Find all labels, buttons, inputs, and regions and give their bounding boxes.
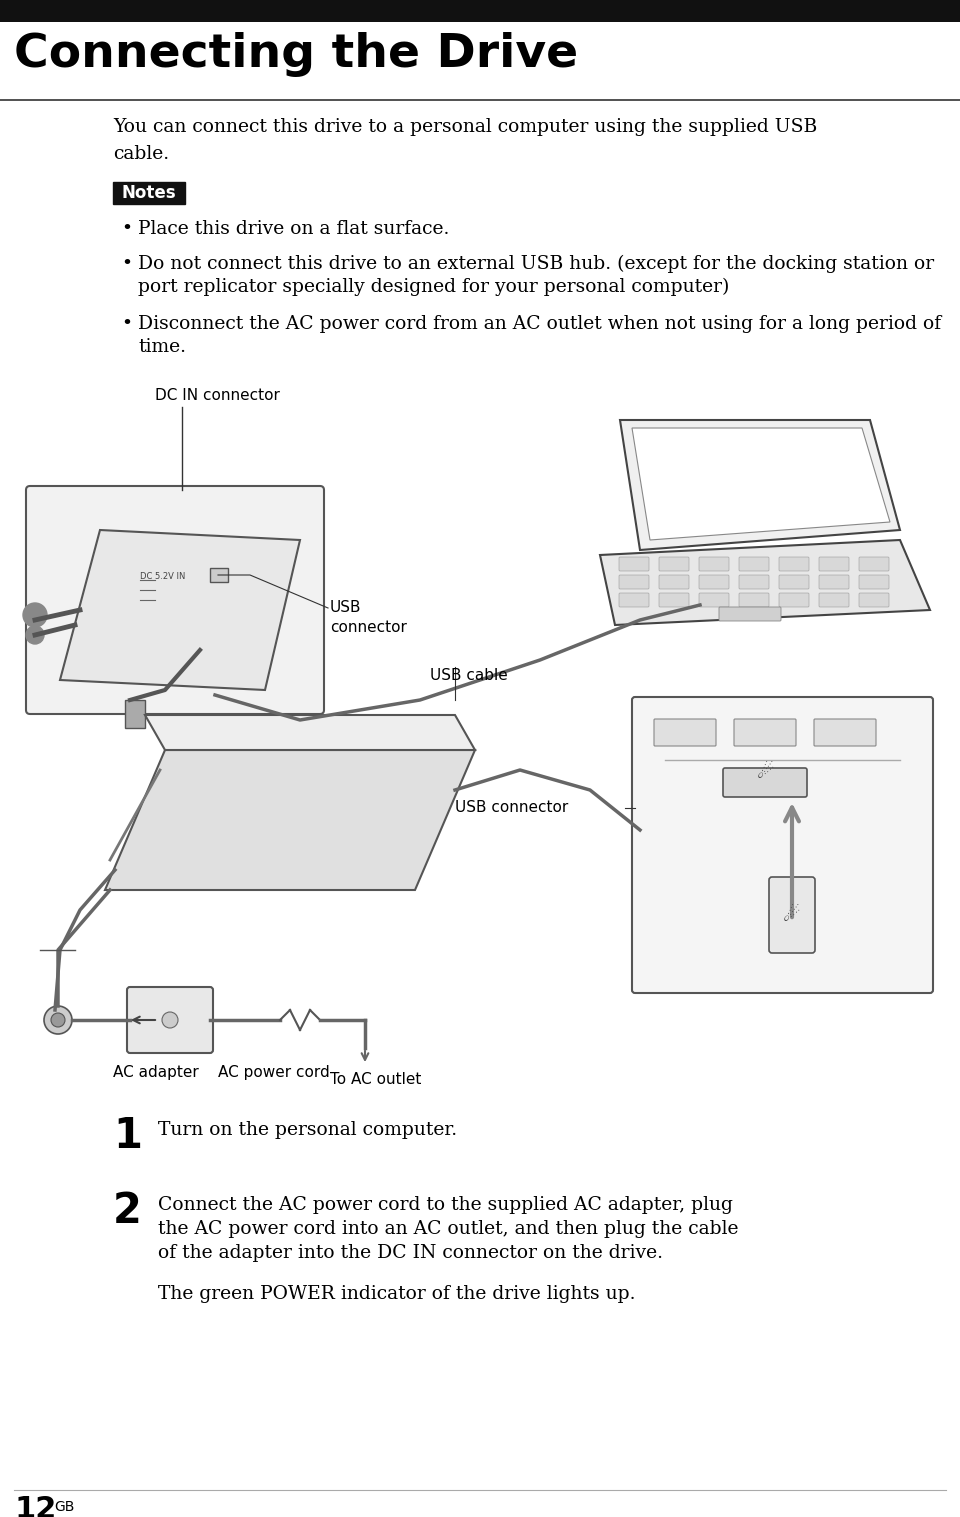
Bar [210,567,228,583]
Text: Place this drive on a flat surface.: Place this drive on a flat surface. [138,220,449,238]
Text: Turn on the personal computer.: Turn on the personal computer. [158,1121,457,1139]
FancyBboxPatch shape [739,593,769,607]
FancyBboxPatch shape [699,575,729,589]
FancyBboxPatch shape [734,719,796,746]
FancyBboxPatch shape [814,719,876,746]
Text: DC 5.2V IN: DC 5.2V IN [140,572,185,581]
FancyBboxPatch shape [723,768,807,796]
Text: ☄: ☄ [783,906,801,924]
Text: •: • [121,220,132,238]
Circle shape [26,627,44,645]
Text: USB connector: USB connector [455,799,568,815]
Bar [125,699,145,728]
Text: To AC outlet: To AC outlet [330,1073,421,1088]
Polygon shape [620,420,900,551]
Text: Connect the AC power cord to the supplied AC adapter, plug: Connect the AC power cord to the supplie… [158,1195,732,1214]
FancyBboxPatch shape [769,877,815,953]
Text: Notes: Notes [122,184,177,202]
FancyBboxPatch shape [859,575,889,589]
FancyBboxPatch shape [619,593,649,607]
FancyBboxPatch shape [659,593,689,607]
FancyBboxPatch shape [779,557,809,570]
Bar [0,0,960,23]
Text: GB: GB [54,1500,74,1514]
FancyBboxPatch shape [739,557,769,570]
Text: Do not connect this drive to an external USB hub. (except for the docking statio: Do not connect this drive to an external… [138,255,934,273]
FancyBboxPatch shape [619,557,649,570]
Text: Disconnect the AC power cord from an AC outlet when not using for a long period : Disconnect the AC power cord from an AC … [138,316,941,334]
FancyBboxPatch shape [632,696,933,994]
FancyBboxPatch shape [127,988,213,1053]
FancyBboxPatch shape [619,575,649,589]
Text: USB
connector: USB connector [330,601,407,634]
Text: ☄: ☄ [756,763,774,781]
FancyBboxPatch shape [819,557,849,570]
FancyBboxPatch shape [699,557,729,570]
Text: •: • [121,316,132,334]
Text: port replicator specially designed for your personal computer): port replicator specially designed for y… [138,278,730,296]
FancyBboxPatch shape [26,485,324,715]
FancyBboxPatch shape [819,593,849,607]
Text: AC adapter: AC adapter [113,1065,199,1080]
Bar [113,182,185,203]
Text: of the adapter into the DC IN connector on the drive.: of the adapter into the DC IN connector … [158,1244,663,1262]
FancyBboxPatch shape [699,593,729,607]
Text: •: • [121,255,132,273]
Polygon shape [632,428,890,540]
Polygon shape [600,540,930,625]
FancyBboxPatch shape [719,607,781,620]
FancyBboxPatch shape [779,593,809,607]
FancyBboxPatch shape [859,593,889,607]
FancyBboxPatch shape [779,575,809,589]
Polygon shape [60,529,300,690]
FancyBboxPatch shape [819,575,849,589]
FancyBboxPatch shape [739,575,769,589]
Text: 2: 2 [113,1189,142,1232]
Circle shape [23,602,47,627]
Text: DC IN connector: DC IN connector [155,388,280,404]
Circle shape [162,1012,178,1029]
Text: You can connect this drive to a personal computer using the supplied USB: You can connect this drive to a personal… [113,118,817,137]
Text: time.: time. [138,338,186,356]
Text: the AC power cord into an AC outlet, and then plug the cable: the AC power cord into an AC outlet, and… [158,1220,738,1238]
Text: 1: 1 [113,1115,142,1157]
Text: USB cable: USB cable [430,667,508,683]
Text: AC power cord: AC power cord [218,1065,329,1080]
Text: The green POWER indicator of the drive lights up.: The green POWER indicator of the drive l… [158,1285,636,1303]
FancyBboxPatch shape [659,557,689,570]
Text: Connecting the Drive: Connecting the Drive [14,32,578,77]
Polygon shape [145,715,475,749]
FancyBboxPatch shape [859,557,889,570]
FancyBboxPatch shape [659,575,689,589]
Text: cable.: cable. [113,146,169,162]
FancyBboxPatch shape [654,719,716,746]
Circle shape [44,1006,72,1035]
Circle shape [51,1013,65,1027]
Polygon shape [105,749,475,890]
Text: 12: 12 [14,1494,57,1517]
